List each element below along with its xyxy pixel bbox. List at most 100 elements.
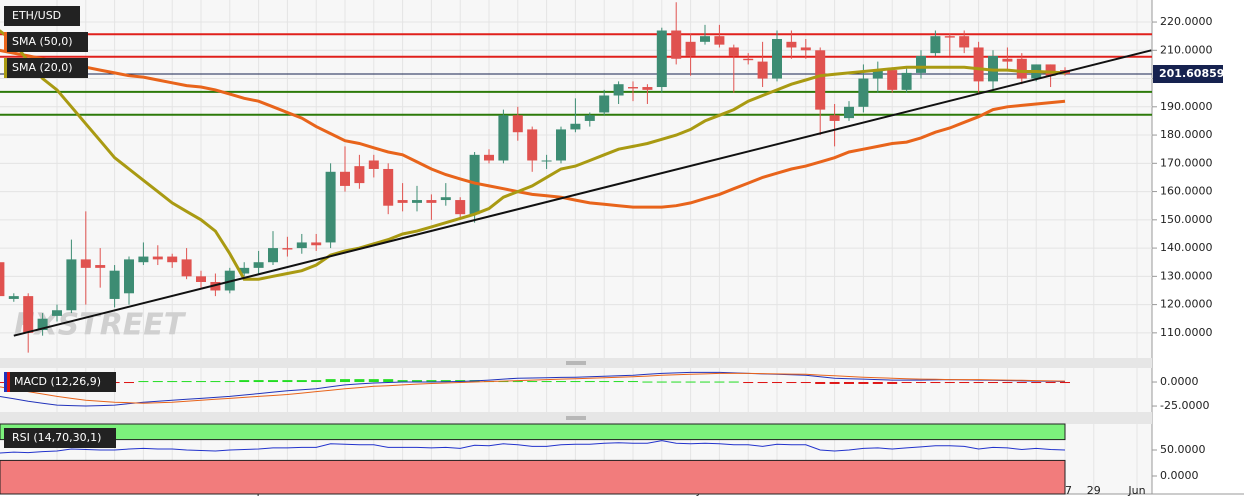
histogram-bar [570, 381, 581, 383]
y-tick-label: 190.0000 [1160, 100, 1213, 113]
candle-body [599, 95, 610, 113]
histogram-bar [786, 382, 797, 384]
divider [0, 412, 1152, 424]
candle-body [1045, 64, 1056, 76]
candle-body [268, 248, 278, 263]
sma-line [0, 48, 1066, 209]
histogram-bar [0, 382, 5, 384]
candle-body [8, 296, 19, 299]
histogram-bar [628, 381, 638, 383]
candle-body [527, 129, 538, 161]
trend-line [13, 49, 1152, 337]
legend-swatch [4, 372, 7, 392]
candle-body [484, 154, 494, 161]
macd-line [0, 372, 1066, 404]
histogram-bar [728, 381, 739, 383]
histogram-bar [412, 380, 422, 383]
histogram-bar [196, 381, 206, 383]
candle-body [455, 200, 466, 215]
histogram-bar [397, 380, 408, 383]
y-tick-label: 50.0000 [1160, 443, 1206, 456]
candle-body [296, 242, 307, 249]
histogram-bar [527, 381, 538, 383]
histogram-bar [1002, 382, 1013, 384]
last-price-label: 201.60859 [1159, 67, 1224, 80]
candle-body [181, 259, 192, 277]
histogram-bar [685, 381, 696, 383]
candle-body [743, 58, 754, 61]
y-tick-label: 110.0000 [1160, 326, 1213, 339]
histogram-bar [296, 380, 307, 383]
candle-body [872, 70, 883, 79]
candle-body [1002, 58, 1013, 62]
histogram-bar [959, 382, 970, 384]
macd-panel [0, 368, 1152, 412]
candle-body [512, 115, 523, 133]
oversold-band [0, 459, 1066, 495]
legend-label: MACD (12,26,9) [14, 375, 101, 388]
candle-body [541, 160, 552, 162]
histogram-bar [340, 379, 350, 383]
candle-body [253, 262, 264, 268]
x-tick-label: Jun [1127, 484, 1145, 497]
candle-body [23, 296, 34, 333]
legend-label: ETH/USD [12, 9, 61, 22]
histogram-bar [167, 381, 178, 383]
candle-body [757, 61, 768, 79]
candle-body [282, 248, 293, 250]
y-tick-label: 0.0000 [1160, 375, 1199, 388]
candle-body [728, 47, 739, 56]
histogram-bar [541, 381, 552, 383]
histogram-bar [383, 379, 394, 383]
histogram-bar [599, 381, 610, 383]
candle-body [109, 270, 120, 299]
candle-body [671, 30, 682, 59]
candle-body [196, 276, 206, 282]
candle-body [80, 259, 91, 268]
candle-body [772, 38, 782, 79]
y-tick-label: 170.0000 [1160, 156, 1213, 169]
histogram-bar [512, 381, 523, 383]
y-tick-label: 180.0000 [1160, 128, 1213, 141]
main-panel [0, 0, 1152, 358]
candle-body [628, 87, 638, 89]
histogram-bar [282, 380, 293, 383]
candle-body [656, 30, 667, 88]
candle-body [210, 281, 221, 291]
candle-body [944, 36, 955, 38]
histogram-bar [354, 379, 365, 383]
candle-body [829, 115, 840, 121]
candle-body [844, 106, 854, 119]
legend-box [4, 32, 88, 52]
sma-line [0, 29, 1066, 281]
y-tick-label: 0.0000 [1160, 469, 1199, 482]
candle-body [383, 168, 394, 206]
candle-body [916, 55, 926, 73]
histogram-bar [872, 382, 883, 384]
candle-body [426, 200, 437, 203]
candle-body [930, 36, 941, 54]
legend-swatch [7, 372, 10, 392]
y-tick-label: 120.0000 [1160, 298, 1213, 311]
legend-box [4, 428, 116, 448]
candle-body [887, 70, 898, 90]
candle-body [325, 171, 336, 243]
histogram-bar [901, 382, 912, 384]
histogram-bar [858, 382, 869, 384]
histogram-bar [1016, 382, 1027, 384]
candle-body [239, 267, 250, 274]
candle-body [152, 256, 163, 260]
histogram-bar [210, 381, 221, 383]
histogram-bar [584, 381, 595, 383]
candle-body [354, 166, 365, 184]
candle-body [311, 242, 322, 246]
candle-body [167, 256, 178, 263]
legend-box [4, 6, 80, 26]
candle-body [66, 259, 77, 311]
histogram-bar [253, 380, 264, 383]
candle-body [959, 36, 970, 48]
histogram-bar [743, 382, 754, 384]
histogram-bar [671, 381, 682, 383]
histogram-bar [988, 382, 998, 384]
